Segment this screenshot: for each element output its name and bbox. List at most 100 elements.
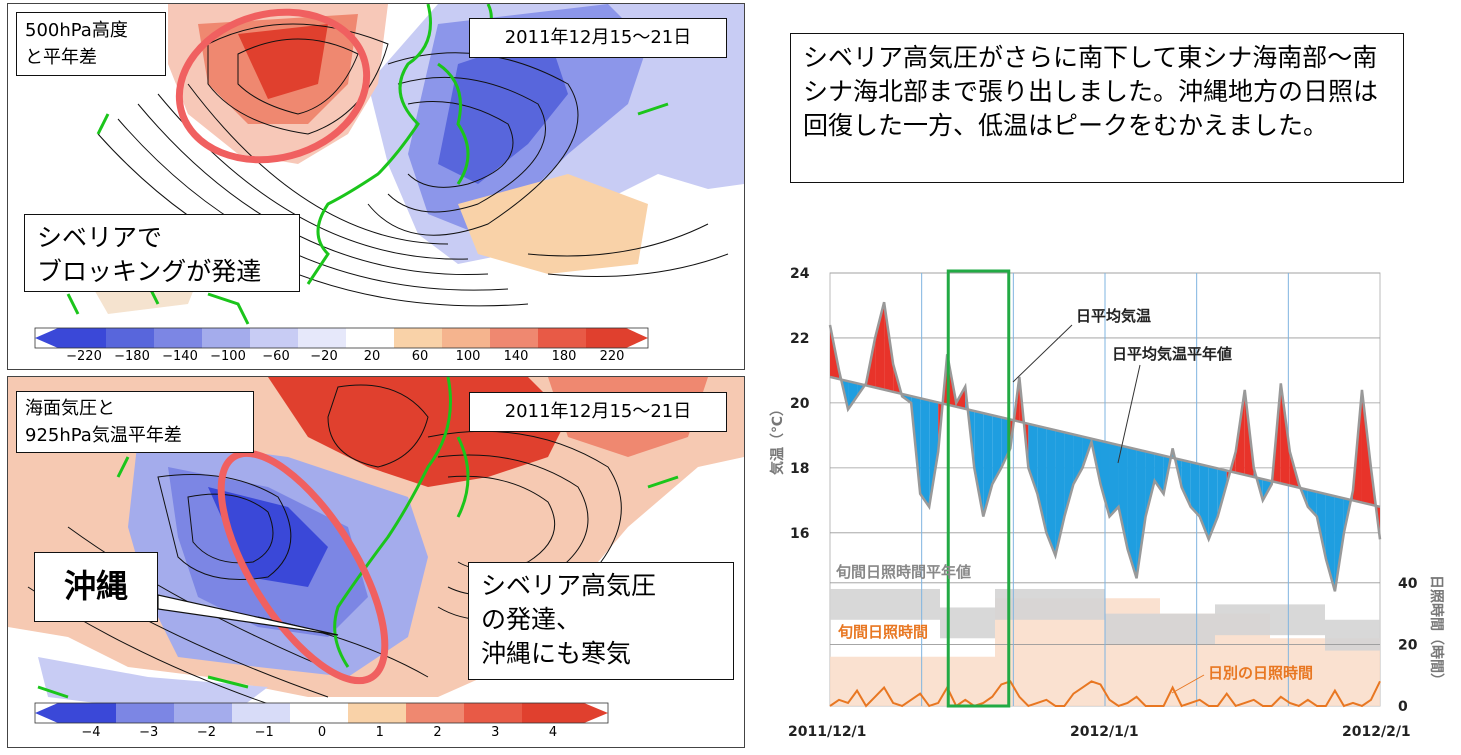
- temp-anomaly-cold: [1316, 491, 1326, 559]
- annotation-sunshine-daily: 日別の日照時間: [1208, 664, 1313, 682]
- scale-label: 0: [317, 725, 327, 740]
- annotation-sunshine-dekad: 旬間日照時間: [837, 623, 928, 641]
- temp-anomaly-cold: [1028, 423, 1038, 494]
- scale-label: 140: [503, 349, 529, 364]
- normal-temp-line: [829, 375, 1381, 509]
- sunshine-normal-band: [830, 588, 885, 620]
- temp-anomaly-cold: [920, 398, 930, 507]
- anomaly-cold-south: [38, 657, 268, 717]
- y-left-tick: 16: [790, 526, 809, 542]
- temp-anomaly-cold: [1307, 489, 1317, 517]
- temp-anomaly-cold: [1118, 445, 1128, 550]
- map-top-callout: シベリアで ブロッキングが発達: [24, 214, 300, 292]
- scale-label: 4: [548, 725, 558, 740]
- scale-label: 100: [455, 349, 481, 364]
- sunshine-normal-band: [1325, 619, 1380, 651]
- scale-label: −3: [139, 725, 159, 740]
- temp-anomaly-warm: [1010, 376, 1020, 449]
- sunshine-normal-band: [1160, 613, 1215, 645]
- map-top-title: 500hPa高度 と平年差: [16, 12, 166, 76]
- x-tick: 2012/1/1: [1070, 724, 1139, 740]
- temp-anomaly-cold: [1325, 494, 1335, 592]
- anomaly-cold-deep: [208, 487, 328, 587]
- highlight-ring-blocking: [175, 8, 371, 164]
- map-bottom-callout: シベリア高気圧 の発達、 沖縄にも寒気: [468, 562, 734, 680]
- sunshine-dekad-bar: [830, 656, 885, 706]
- scale-label: −220: [66, 349, 102, 364]
- daily-temp-line: [828, 301, 1382, 592]
- scale-bottom-labels: −4 −3 −2 −1 0 1 2 3 4: [8, 725, 744, 743]
- daily-sunshine-line: [829, 680, 1381, 708]
- scale-label: −180: [114, 349, 150, 364]
- temp-anomaly-cold: [1190, 462, 1200, 517]
- temp-anomaly-cold: [992, 415, 1002, 485]
- scale-label: −100: [210, 349, 246, 364]
- annotation-arrow: [1012, 324, 1073, 383]
- coastline: [37, 377, 679, 699]
- scale-label: 3: [491, 725, 500, 740]
- sunshine-normal-band: [1050, 588, 1105, 620]
- scale-label: −2: [196, 725, 217, 740]
- map-bottom-date: 2011年12月15〜21日: [469, 392, 727, 432]
- temp-anomaly-cold: [1127, 447, 1137, 579]
- sunshine-normal-band: [995, 588, 1050, 620]
- annotation-arrow: [1117, 364, 1141, 464]
- y-right-tick: 40: [1398, 576, 1418, 592]
- scale-label: 60: [411, 349, 429, 364]
- okinawa-label: 沖縄: [34, 552, 158, 622]
- coastline: [66, 4, 669, 325]
- map-top-date: 2011年12月15〜21日: [469, 18, 727, 58]
- color-scale-500hpa: [34, 327, 649, 349]
- temp-anomaly-cold: [1136, 449, 1146, 579]
- annotation-normal-temp: 日平均気温平年値: [1112, 345, 1232, 363]
- temp-anomaly-warm: [1271, 383, 1281, 485]
- x-tick: 2012/2/1: [1342, 724, 1411, 740]
- scale-label: 220: [599, 349, 625, 364]
- temp-anomaly-cold: [1145, 451, 1155, 517]
- sunshine-normal-band: [1215, 604, 1270, 636]
- y-left-label: 気温（℃）: [769, 402, 786, 475]
- scale-label: 180: [551, 349, 577, 364]
- temp-anomaly-cold: [1046, 428, 1056, 556]
- sunshine-dekad-bar: [1270, 638, 1325, 706]
- y-right-tick: 20: [1398, 637, 1418, 653]
- annotation-daily-temp: 日平均気温: [1076, 307, 1151, 325]
- scale-top-labels: −220 −180 −140 −100 −60 −20 20 60 100 140 180 220: [8, 349, 744, 367]
- sunshine-normal-band: [885, 588, 940, 620]
- y-left-tick: 24: [790, 266, 810, 282]
- anomaly-warm-deep: [238, 24, 328, 99]
- scale-label: −20: [310, 349, 338, 364]
- chart-svg: 24 22 20 18 16 40 20 0 2011/12/1 2012/1/1 2012/2/1…: [769, 266, 1445, 740]
- anomaly-warm-south: [458, 174, 648, 274]
- scale-label: −60: [262, 349, 290, 364]
- scale-label: 2: [433, 725, 442, 740]
- annotation-sunshine-normal: 旬間日照時間平年値: [835, 563, 971, 581]
- y-right-tick: 0: [1398, 699, 1408, 715]
- map-500hpa-height: 500hPa高度 と平年差 2011年12月15〜21日 シベリアで ブロッキン…: [7, 3, 745, 370]
- y-left-tick: 22: [790, 331, 809, 347]
- sunshine-normal-band: [1270, 604, 1325, 636]
- temp-anomaly-cold: [1109, 442, 1119, 517]
- y-left-tick: 18: [790, 461, 809, 477]
- temp-anomaly-cold: [1064, 432, 1074, 517]
- y-right-label: 日照時間（時間）: [1428, 575, 1445, 687]
- scale-label: −140: [162, 349, 198, 364]
- temp-anomaly-cold: [1037, 425, 1047, 533]
- temp-anomaly-warm: [875, 302, 885, 390]
- period-highlight-box: [946, 269, 1011, 708]
- color-scale-925hpa: [34, 702, 609, 724]
- highlight-ring-siberian-high: [217, 449, 389, 685]
- okinawa-pointer: [157, 594, 339, 636]
- temp-anomaly-cold: [1334, 496, 1344, 592]
- temp-anomaly-cold: [1100, 440, 1110, 517]
- y-left-tick: 20: [790, 396, 810, 412]
- scale-label: −1: [254, 725, 274, 740]
- anomaly-cold-deep: [438, 34, 568, 184]
- temperature-sunshine-chart: 24 22 20 18 16 40 20 0 2011/12/1 2012/1/1 2012/2/1…: [760, 255, 1460, 751]
- scale-label: 1: [375, 725, 384, 740]
- temp-anomaly-cold: [974, 410, 984, 517]
- temp-anomaly-cold: [1181, 459, 1191, 507]
- temp-anomaly-cold: [1253, 467, 1263, 501]
- description-box: シベリア高気圧がさらに南下して東シナ海南部〜南シナ海北部まで張り出しました。沖縄…: [790, 33, 1404, 183]
- scale-label: 20: [363, 349, 381, 364]
